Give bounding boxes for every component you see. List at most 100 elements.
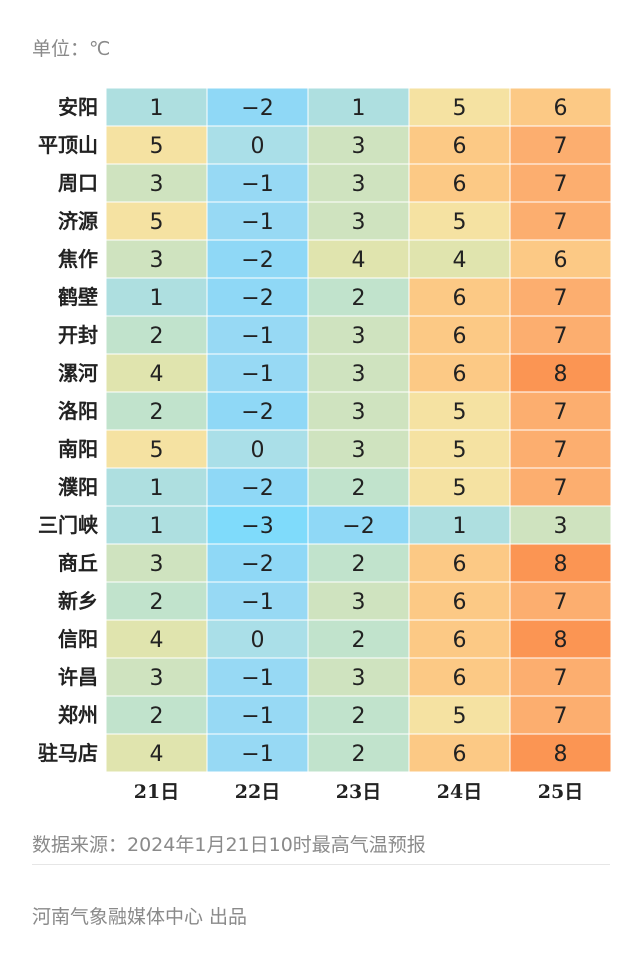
cell-value-label: 4 <box>453 248 467 273</box>
heatmap-cell <box>307 505 410 545</box>
cell-value-label: 8 <box>554 362 568 387</box>
cell-value-label: 6 <box>453 324 467 349</box>
cell-value-label: 7 <box>554 324 568 349</box>
cell-value-label: 4 <box>150 742 164 767</box>
heatmap-cell <box>307 391 410 431</box>
cell-value-label: 7 <box>554 476 568 501</box>
heatmap-cell <box>408 353 511 393</box>
heatmap-cell <box>408 125 511 165</box>
cell-value-label: 6 <box>453 362 467 387</box>
cell-value-label: 5 <box>453 400 467 425</box>
cell-value-label: −2 <box>241 248 273 273</box>
heatmap-cell <box>206 391 309 431</box>
heatmap-cell <box>408 277 511 317</box>
cell-value-label: 6 <box>554 96 568 121</box>
heatmap-cell <box>408 581 511 621</box>
cell-value-label: 4 <box>150 362 164 387</box>
heatmap-cell <box>105 125 208 165</box>
cell-value-label: 1 <box>150 514 164 539</box>
cell-value-label: 3 <box>150 248 164 273</box>
heatmap-cell <box>408 315 511 355</box>
cell-value-label: 6 <box>453 590 467 615</box>
heatmap-cell <box>105 505 208 545</box>
city-label: 开封 <box>58 323 98 347</box>
cell-value-label: −2 <box>241 476 273 501</box>
heatmap-cell <box>509 87 612 127</box>
heatmap-cell <box>206 467 309 507</box>
heatmap-cell <box>105 391 208 431</box>
heatmap-cell <box>206 125 309 165</box>
cell-value-label: −1 <box>241 172 273 197</box>
cell-value-label: 3 <box>352 400 366 425</box>
cell-value-label: −2 <box>241 552 273 577</box>
cell-value-label: 3 <box>352 134 366 159</box>
cell-value-label: 7 <box>554 666 568 691</box>
cell-value-label: −1 <box>241 324 273 349</box>
heatmap-cell <box>105 657 208 697</box>
date-label: 24日 <box>437 781 482 803</box>
city-label: 安阳 <box>58 95 98 119</box>
city-label: 濮阳 <box>58 475 98 499</box>
heatmap-cell <box>307 201 410 241</box>
cell-value-label: 7 <box>554 704 568 729</box>
heatmap-cell <box>509 657 612 697</box>
cell-value-label: 7 <box>554 438 568 463</box>
cell-value-label: 3 <box>554 514 568 539</box>
heatmap-cell <box>408 239 511 279</box>
city-label: 周口 <box>58 171 98 195</box>
cell-value-label: −2 <box>241 400 273 425</box>
heatmap-cell <box>509 695 612 735</box>
date-label: 25日 <box>538 781 583 803</box>
city-label: 焦作 <box>58 247 98 271</box>
heatmap-cell <box>408 201 511 241</box>
cell-value-label: 3 <box>352 172 366 197</box>
city-label: 洛阳 <box>58 399 98 423</box>
cell-value-label: 2 <box>352 552 366 577</box>
heatmap-cell <box>307 125 410 165</box>
cell-value-label: 5 <box>453 704 467 729</box>
credit-note: 河南气象融媒体中心 出品 <box>32 906 248 928</box>
heatmap-cell <box>509 619 612 659</box>
cell-value-label: 3 <box>352 666 366 691</box>
cell-value-label: −1 <box>241 704 273 729</box>
heatmap-cell <box>509 163 612 203</box>
cell-value-label: 2 <box>352 476 366 501</box>
data-source-note: 数据来源：2024年1月21日10时最高气温预报 <box>32 834 426 856</box>
cell-value-label: 5 <box>150 134 164 159</box>
cell-value-label: −1 <box>241 590 273 615</box>
cell-value-label: 0 <box>251 134 265 159</box>
heatmap-cell <box>307 543 410 583</box>
cell-value-label: −2 <box>342 514 374 539</box>
cell-value-label: 2 <box>150 324 164 349</box>
heatmap-cell <box>206 581 309 621</box>
cell-value-label: 5 <box>453 438 467 463</box>
cell-value-label: 3 <box>352 210 366 235</box>
heatmap-cell <box>206 315 309 355</box>
heatmap-cell <box>105 467 208 507</box>
cell-value-label: 1 <box>150 96 164 121</box>
cell-value-label: 8 <box>554 628 568 653</box>
cell-value-label: 2 <box>150 400 164 425</box>
cell-value-label: 5 <box>453 210 467 235</box>
heatmap-cell <box>206 695 309 735</box>
cell-value-label: 6 <box>453 628 467 653</box>
cell-value-label: 2 <box>352 628 366 653</box>
heatmap-cell <box>509 353 612 393</box>
cell-value-label: 5 <box>453 96 467 121</box>
heatmap-cell <box>509 429 612 469</box>
cell-value-label: 6 <box>453 172 467 197</box>
cell-value-label: 7 <box>554 172 568 197</box>
cell-value-label: 3 <box>150 552 164 577</box>
heatmap-cell <box>206 619 309 659</box>
unit-label: 单位：℃ <box>32 38 111 60</box>
heatmap-cell <box>408 391 511 431</box>
cell-value-label: −1 <box>241 666 273 691</box>
cell-value-label: −2 <box>241 286 273 311</box>
cell-value-label: 8 <box>554 552 568 577</box>
city-label: 三门峡 <box>38 513 99 537</box>
city-label: 信阳 <box>58 627 98 651</box>
cell-value-label: −3 <box>241 514 273 539</box>
heatmap-cell <box>509 467 612 507</box>
city-label: 驻马店 <box>38 741 98 765</box>
